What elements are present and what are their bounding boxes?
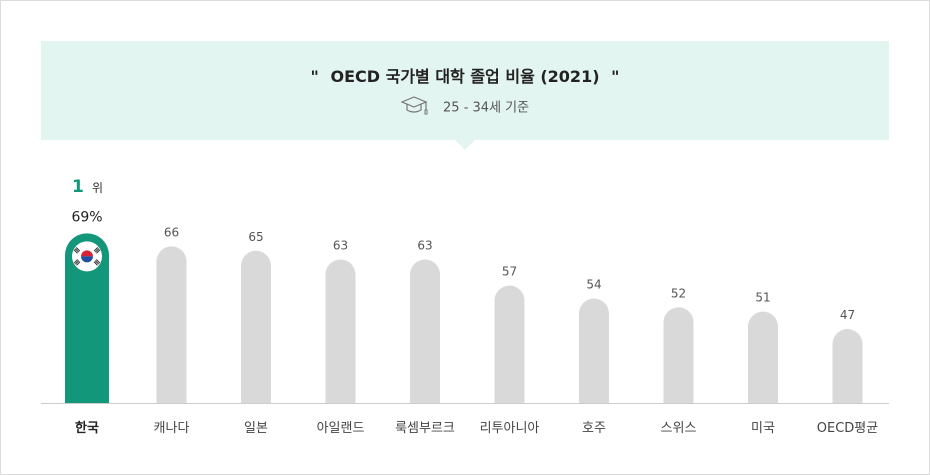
category-label-5: 리투아니아 — [480, 421, 540, 436]
korea-flag-icon — [72, 241, 102, 272]
value-label-7: 52 — [671, 286, 686, 300]
category-label-0: 한국 — [75, 420, 99, 436]
value-label-5: 57 — [502, 265, 517, 279]
category-label-4: 룩셈부르크 — [395, 421, 455, 436]
value-label-4: 63 — [417, 238, 432, 252]
value-label-8: 51 — [755, 291, 770, 305]
rank-number: 1 — [72, 177, 84, 197]
bar-5 — [494, 285, 525, 403]
header-pointer — [455, 140, 475, 150]
value-label-0: 69% — [71, 209, 102, 225]
category-label-3: 아일랜드 — [317, 421, 365, 436]
category-label-2: 일본 — [244, 421, 268, 436]
bar-4 — [410, 259, 440, 403]
bar-6 — [579, 298, 609, 403]
graduation-cap-icon — [400, 96, 431, 120]
bar-8 — [748, 311, 778, 403]
category-label-9: OECD평균 — [817, 421, 878, 436]
bar-3 — [325, 259, 356, 403]
bar-9 — [832, 329, 863, 403]
chart-title: " OECD 국가별 대학 졸업 비율 (2021) " — [41, 63, 889, 87]
rank-unit: 위 — [91, 181, 103, 195]
value-label-2: 65 — [248, 230, 263, 244]
value-label-9: 47 — [840, 308, 855, 322]
title-quote-close: " — [611, 67, 620, 86]
bar-7 — [663, 307, 694, 403]
title-text: OECD 국가별 대학 졸업 비율 (2021) — [330, 67, 600, 86]
value-label-6: 54 — [586, 278, 601, 292]
value-label-3: 63 — [333, 238, 348, 252]
category-label-8: 미국 — [751, 421, 775, 436]
subtitle-text: 25 - 34세 기준 — [443, 100, 530, 116]
category-label-7: 스위스 — [661, 421, 697, 436]
rank-badge: 1 위 — [40, 177, 135, 197]
value-label-1: 66 — [164, 225, 179, 239]
category-label-1: 캐나다 — [154, 421, 190, 436]
category-label-6: 호주 — [582, 421, 606, 436]
chart-header: " OECD 국가별 대학 졸업 비율 (2021) " 25 - 34세 기준 — [41, 41, 889, 140]
bar-0 — [65, 233, 109, 403]
title-quote-open: " — [310, 67, 319, 86]
bar-2 — [241, 250, 271, 403]
bar-1 — [156, 246, 187, 403]
chart-subtitle: 25 - 34세 기준 — [41, 96, 889, 120]
